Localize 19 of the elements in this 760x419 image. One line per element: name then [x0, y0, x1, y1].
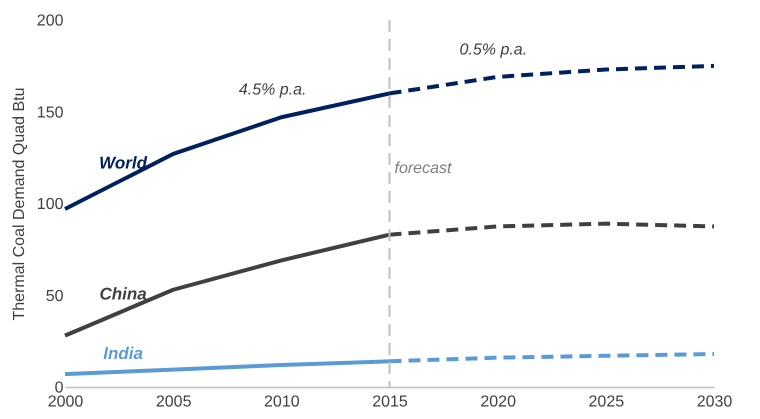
y-tick-label: 0	[54, 380, 64, 396]
x-tick-label: 2025	[588, 394, 624, 410]
series-label: India	[103, 344, 143, 363]
x-tick-label: 2010	[264, 394, 300, 410]
ref-line-label: forecast	[394, 160, 452, 177]
x-tick-label: 2015	[372, 394, 408, 410]
x-tick-label: 2020	[480, 394, 516, 410]
y-tick-label: 100	[36, 196, 64, 213]
y-tick-label: 50	[46, 288, 64, 305]
y-axis-title: Thermal Coal Demand Quad Btu	[10, 88, 28, 320]
y-tick-label: 200	[36, 12, 64, 30]
x-tick-label: 2030	[696, 394, 732, 410]
x-tick-label: 2005	[156, 394, 192, 410]
series-label: China	[99, 284, 147, 304]
y-tick-label: 150	[36, 104, 64, 122]
annotation: 4.5% p.a.	[238, 82, 306, 99]
annotation: 0.5% p.a.	[460, 41, 528, 58]
x-tick-label: 2000	[48, 394, 84, 410]
series-label: World	[99, 153, 148, 172]
